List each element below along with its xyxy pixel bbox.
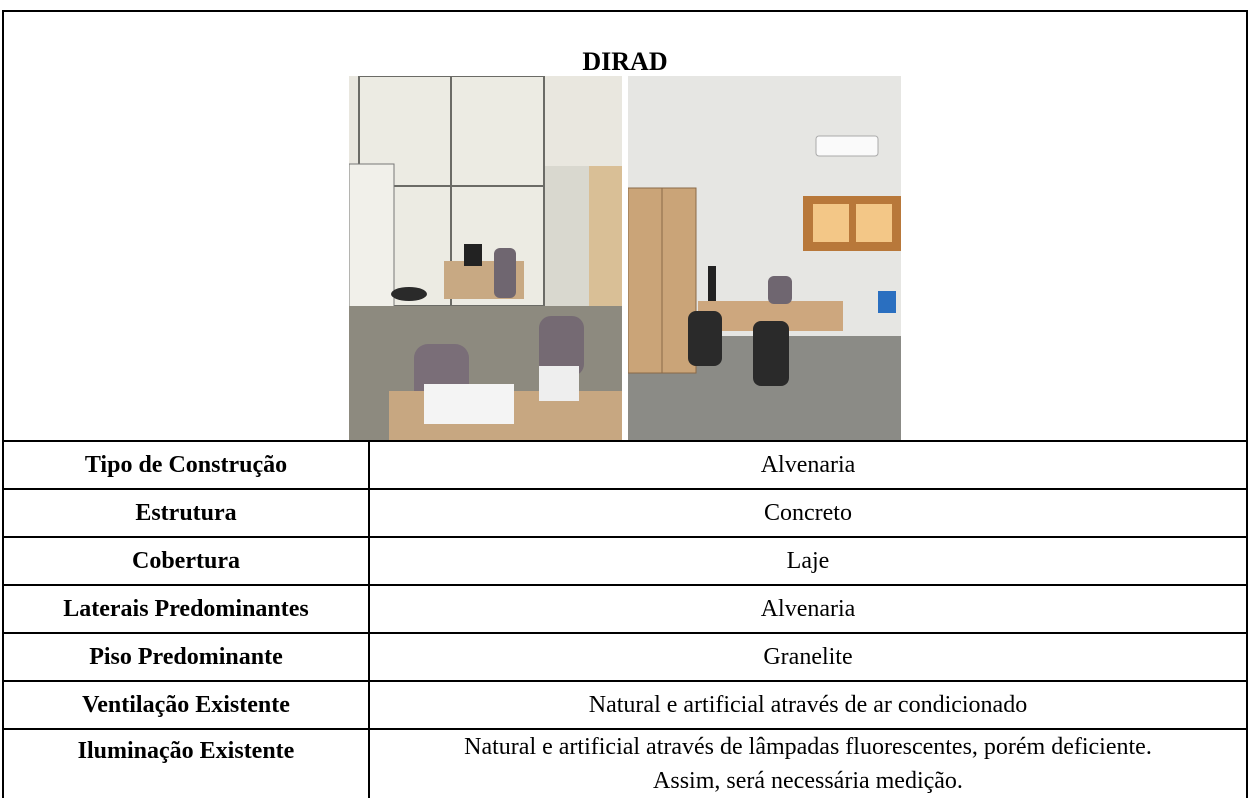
- row-label: Piso Predominante: [2, 632, 370, 682]
- row-label: Estrutura: [2, 488, 370, 538]
- table-row: Estrutura Concreto: [2, 488, 1248, 538]
- table-row: Cobertura Laje: [2, 536, 1248, 586]
- row-value: Granelite: [368, 632, 1248, 682]
- row-value: Laje: [368, 536, 1248, 586]
- table-row: Tipo de Construção Alvenaria: [2, 440, 1248, 490]
- row-label: Tipo de Construção: [2, 440, 370, 490]
- row-label: Ventilação Existente: [2, 680, 370, 730]
- table-row: Ventilação Existente Natural e artificial…: [2, 680, 1248, 730]
- row-value: Natural e artificial através de lâmpadas…: [368, 728, 1248, 798]
- header-cell: DIRAD: [2, 10, 1248, 442]
- row-value: Alvenaria: [368, 584, 1248, 634]
- title: DIRAD: [582, 47, 668, 76]
- photo-right: [628, 76, 901, 440]
- row-label: Cobertura: [2, 536, 370, 586]
- row-value: Concreto: [368, 488, 1248, 538]
- photo-left: [349, 76, 622, 440]
- row-value: Natural e artificial através de ar condi…: [368, 680, 1248, 730]
- row-label: Iluminação Existente: [2, 728, 370, 798]
- row-label: Laterais Predominantes: [2, 584, 370, 634]
- table-row: Laterais Predominantes Alvenaria: [2, 584, 1248, 634]
- table-row: Iluminação Existente Natural e artificial…: [2, 728, 1248, 798]
- info-table: DIRAD: [2, 10, 1248, 798]
- table-row: Piso Predominante Granelite: [2, 632, 1248, 682]
- photos: [4, 76, 1246, 440]
- row-value: Alvenaria: [368, 440, 1248, 490]
- header-row: DIRAD: [2, 10, 1248, 442]
